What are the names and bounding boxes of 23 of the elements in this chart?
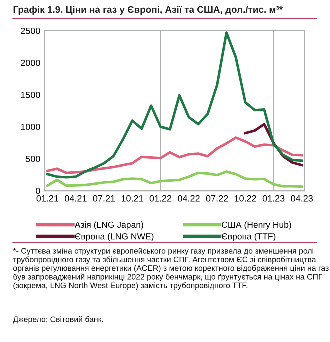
- x-tick-label: 01.22: [150, 195, 172, 202]
- legend-label: США (Henry Hub): [222, 222, 292, 230]
- x-tick-label: 04.23: [291, 195, 313, 202]
- chart-title: Графік 1.9. Ціни на газ у Європі, Азії та США, дол./тис. м³*: [14, 6, 284, 15]
- x-tick-label: 07.21: [93, 195, 116, 202]
- y-tick-label: 1500: [21, 92, 40, 98]
- legend-label: Європа (LNG NWE): [75, 233, 154, 242]
- line-series: [46, 170, 304, 188]
- y-tick-label: 0: [36, 188, 40, 194]
- y-tick-label: 500: [26, 156, 40, 162]
- legend-label: Азія (LNG Japan): [74, 222, 144, 230]
- y-tick-label: 1000: [21, 124, 40, 130]
- legend-label: Європа (TTF): [222, 233, 276, 242]
- x-tick-label: 10.22: [234, 195, 256, 202]
- x-tick-label: 10.21: [122, 195, 144, 202]
- y-tick-label: 2500: [21, 28, 40, 34]
- x-tick-label: 01.23: [262, 195, 285, 202]
- x-tick-label: 01.21: [36, 195, 59, 202]
- x-tick-label: 04.21: [65, 195, 87, 202]
- line-series: [46, 136, 304, 174]
- x-tick-label: 07.22: [206, 195, 228, 202]
- y-tick-label: 2000: [21, 60, 40, 66]
- x-tick-label: 04.22: [178, 195, 200, 202]
